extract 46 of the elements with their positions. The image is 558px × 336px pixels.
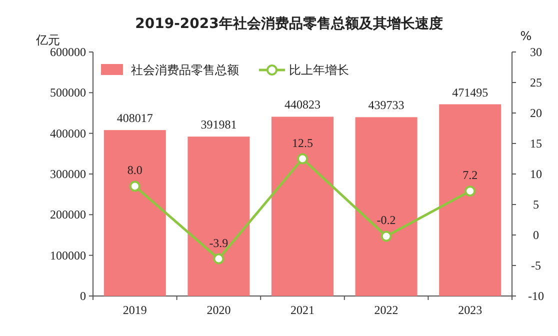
data-label: 439733 [368,98,404,112]
legend-label: 比上年增长 [289,63,349,77]
chart-title: 2019-2023年社会消费品零售总额及其增长速度 [135,15,443,32]
y2-tick-label: -10 [528,289,544,303]
x-tick-label: 2022 [374,303,398,317]
bar [104,130,166,296]
point [129,180,140,192]
x-tick-label: 2021 [290,303,314,317]
data-label: 408017 [116,111,153,126]
y2-tick-label: 25 [530,76,542,90]
data-label: 12.5 [292,136,313,150]
y-tick-label: 200000 [50,208,86,222]
point [380,230,392,242]
data-label: 391981 [200,118,237,132]
point [213,253,224,264]
y-axis-title: 亿元 [35,33,60,47]
y2-tick-label: 5 [533,198,539,212]
data-label: -3.9 [209,236,228,250]
y2-tick-label: 15 [530,136,542,150]
y-tick-label: 400000 [50,126,86,140]
y-tick-label: 600000 [50,45,86,59]
data-label: 7.2 [462,168,478,182]
data-label: 440823 [284,98,320,112]
y-tick-label: 0 [80,289,86,303]
y-tick-label: 500000 [50,86,86,100]
y2-tick-label: 20 [530,106,542,120]
point [464,186,476,197]
y-tick-label: 300000 [50,167,86,181]
bar [271,116,334,296]
point [297,153,308,164]
y2-tick-label: 10 [530,167,542,181]
bar [355,117,418,296]
bar [188,136,250,296]
y2-tick-label: -5 [531,258,541,272]
y2-tick-label: 0 [533,228,539,242]
x-tick-label: 2020 [206,303,231,317]
data-label: -0.2 [376,213,396,228]
x-tick-label: 2019 [122,303,147,317]
bar [439,104,502,296]
x-tick-label: 2023 [458,303,482,317]
legend-label: 社会消费品零售总额 [131,63,239,77]
data-label: 8.0 [127,163,142,178]
data-label: 471495 [452,85,488,100]
y2-axis-title: % [520,29,532,43]
y2-tick-label: 30 [530,45,542,59]
y-tick-label: 100000 [50,248,86,262]
